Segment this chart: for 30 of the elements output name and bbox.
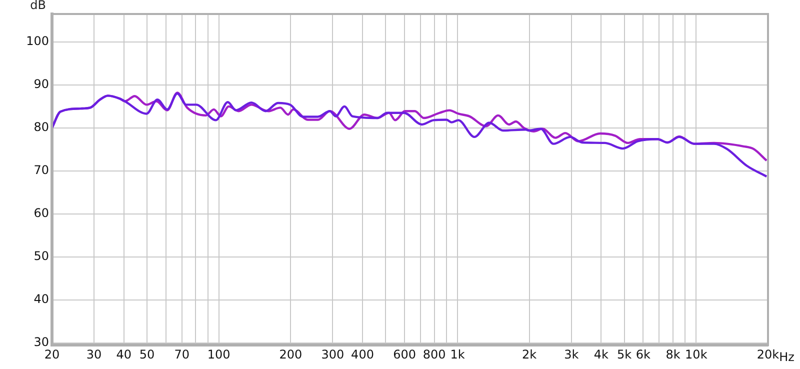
y-tick-label: 90 — [34, 77, 49, 92]
x-tick-label: 30 — [86, 347, 102, 362]
y-tick-label: 100 — [26, 34, 49, 48]
x-tick-label: 6k — [636, 347, 651, 362]
y-tick-label: 60 — [34, 206, 49, 220]
x-tick-label: 4k — [594, 347, 609, 362]
x-axis-title: Hz — [779, 350, 794, 364]
x-tick-label: 300 — [321, 347, 344, 362]
y-tick-label: 70 — [34, 163, 49, 178]
y-axis-title: dB — [30, 0, 46, 12]
x-tick-label: 3k — [564, 347, 579, 362]
x-tick-label: 8k — [666, 347, 680, 362]
x-tick-label: 800 — [422, 347, 446, 362]
x-tick-label: 10k — [685, 347, 708, 362]
x-tick-label: 200 — [279, 347, 302, 362]
x-tick-label: 1k — [450, 347, 465, 362]
x-tick-label: 100 — [207, 347, 230, 362]
x-tick-label: 600 — [393, 347, 416, 362]
y-tick-label: 80 — [34, 120, 49, 134]
x-tick-label: 20k — [756, 347, 780, 362]
x-tick-label: 70 — [174, 347, 190, 362]
x-tick-label: 50 — [139, 347, 155, 362]
y-tick-label: 30 — [34, 334, 49, 349]
x-tick-label: 5k — [617, 347, 632, 362]
x-tick-label: 400 — [351, 347, 374, 362]
y-tick-label: 50 — [34, 249, 49, 263]
x-tick-label: 2k — [522, 347, 537, 362]
x-tick-label: 40 — [116, 347, 132, 362]
y-tick-label: 40 — [34, 292, 49, 306]
x-tick-label: 20 — [44, 347, 60, 362]
